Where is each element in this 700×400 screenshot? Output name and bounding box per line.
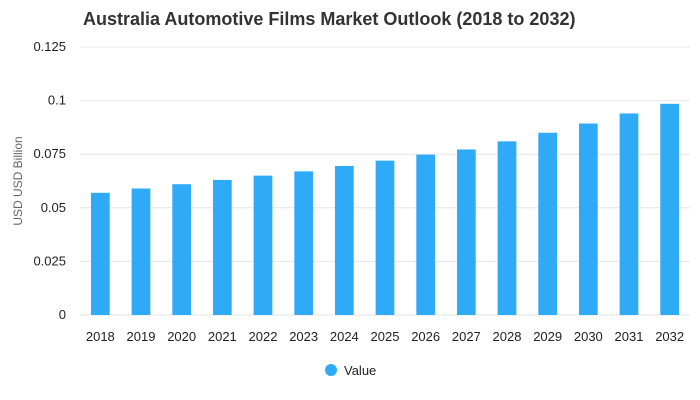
x-tick-label: 2023	[289, 329, 318, 344]
x-tick-label: 2026	[411, 329, 440, 344]
x-tick-label: 2025	[371, 329, 400, 344]
x-tick-label: 2031	[615, 329, 644, 344]
bar	[660, 103, 680, 315]
y-tick-label: 0.05	[41, 200, 66, 215]
bar	[212, 179, 232, 315]
bar	[294, 171, 314, 315]
bar	[131, 188, 151, 315]
bar	[334, 165, 354, 315]
bar	[253, 175, 273, 315]
y-tick-label: 0.1	[48, 93, 66, 108]
bars	[90, 103, 680, 316]
y-tick-label: 0	[59, 307, 66, 322]
bar	[90, 192, 110, 315]
x-tick-label: 2021	[208, 329, 237, 344]
y-axis-ticks: 0 0.025 0.05 0.075 0.1 0.125	[33, 39, 66, 322]
x-tick-label: 2022	[249, 329, 278, 344]
x-axis-ticks: 2018 2019 2020 2021 2022 2023 2024 2025 2026 2027…	[86, 329, 684, 344]
x-tick-label: 2030	[574, 329, 603, 344]
x-tick-label: 2024	[330, 329, 359, 344]
bar	[578, 123, 598, 315]
bar	[456, 149, 476, 315]
bar	[619, 113, 639, 316]
x-tick-label: 2019	[127, 329, 156, 344]
x-tick-label: 2029	[533, 329, 562, 344]
x-tick-label: 2018	[86, 329, 115, 344]
x-tick-label: 2027	[452, 329, 481, 344]
legend-label: Value	[344, 363, 376, 378]
x-tick-label: 2020	[167, 329, 196, 344]
bar	[538, 132, 558, 315]
y-tick-label: 0.075	[33, 146, 66, 161]
x-tick-label: 2028	[493, 329, 522, 344]
bar	[375, 160, 395, 315]
x-tick-label: 2032	[655, 329, 684, 344]
legend-marker	[325, 364, 337, 376]
y-axis-label: USD USD Billion	[11, 136, 25, 225]
bar	[416, 154, 436, 315]
bar	[172, 184, 192, 315]
bar	[497, 141, 517, 315]
legend: Value	[325, 363, 376, 378]
y-tick-label: 0.125	[33, 39, 66, 54]
y-tick-label: 0.025	[33, 253, 66, 268]
chart-title: Australia Automotive Films Market Outloo…	[83, 9, 575, 29]
